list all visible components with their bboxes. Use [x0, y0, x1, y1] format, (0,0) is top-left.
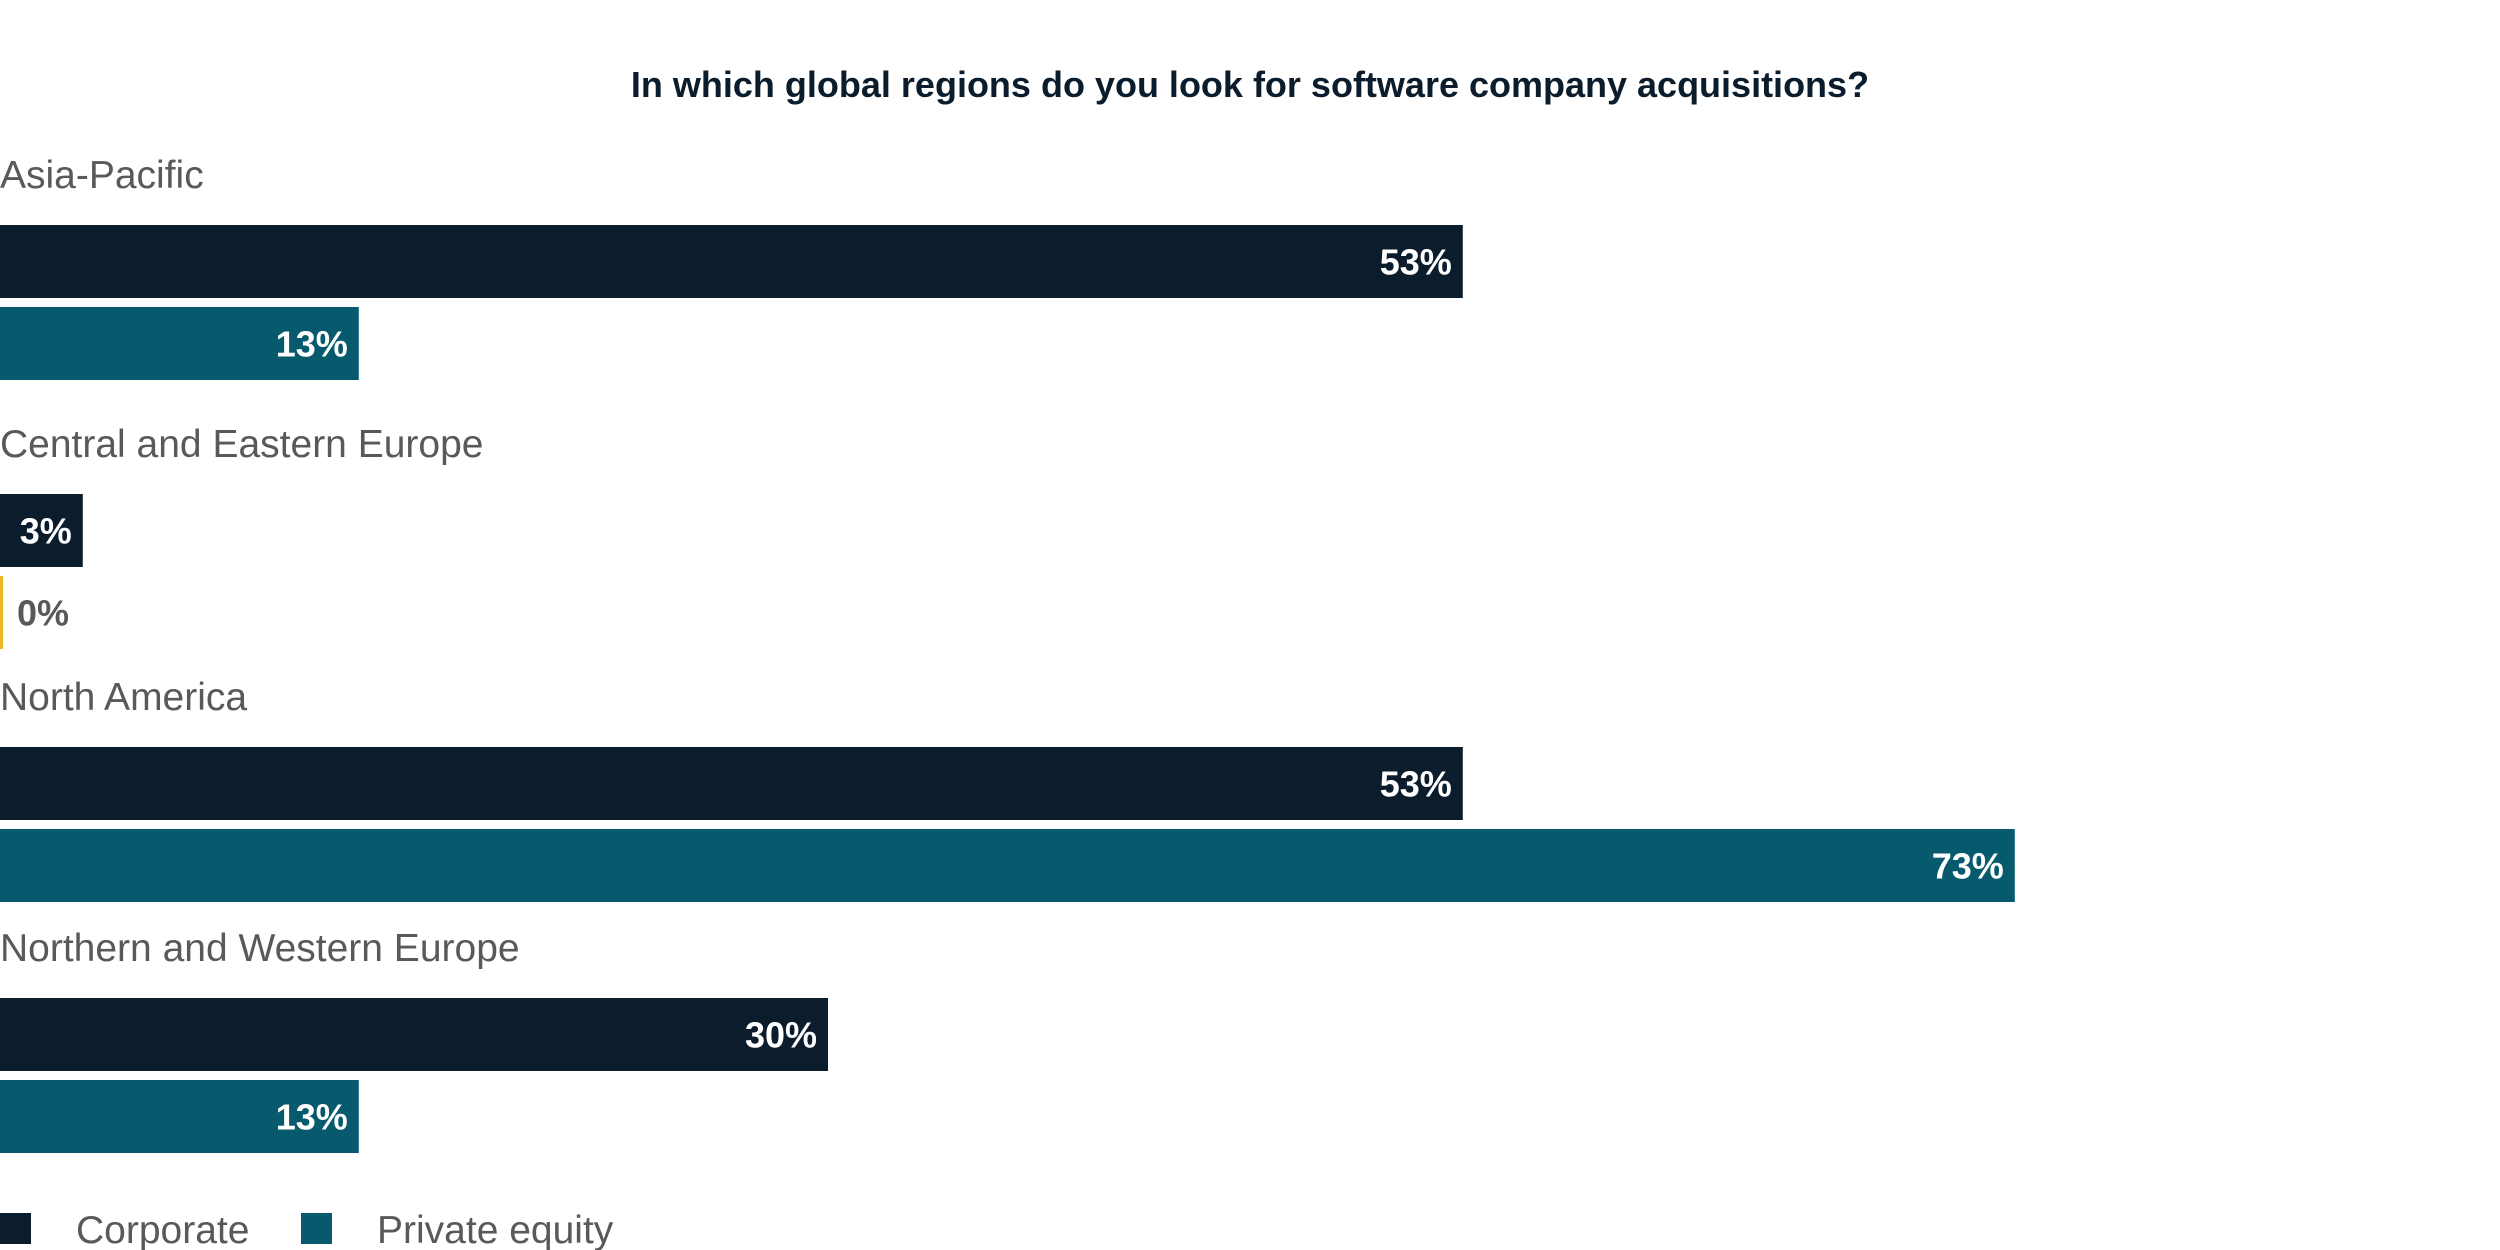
bar-private-equity-asia-pacific: [0, 307, 359, 380]
legend-swatch-corporate: [0, 1213, 31, 1244]
bar-corporate-central-and-eastern-europe: [0, 494, 83, 567]
legend-label-private-equity: Private equity: [377, 1209, 614, 1250]
value-label-corporate-central-and-eastern-europe: 3%: [20, 511, 72, 552]
value-label-private-equity-north-america: 73%: [1932, 846, 2004, 887]
legend-label-corporate: Corporate: [76, 1209, 249, 1250]
value-label-corporate-asia-pacific: 53%: [1380, 242, 1452, 283]
category-label-northern-and-western-europe: Northern and Western Europe: [0, 927, 520, 970]
bar-corporate-northern-and-western-europe: [0, 998, 828, 1071]
plot-area: Asia-Pacific 53% 13% Central and Eastern Eu…: [0, 154, 2015, 1153]
value-label-private-equity-northern-and-western-europe: 13%: [276, 1097, 348, 1138]
legend-swatch-private-equity: [301, 1213, 332, 1244]
value-label-private-equity-central-and-eastern-europe: 0%: [17, 593, 69, 634]
category-label-asia-pacific: Asia-Pacific: [0, 154, 204, 197]
value-label-corporate-northern-and-western-europe: 30%: [745, 1015, 817, 1056]
category-label-north-america: North America: [0, 676, 247, 719]
value-label-private-equity-asia-pacific: 13%: [276, 324, 348, 365]
category-label-central-and-eastern-europe: Central and Eastern Europe: [0, 423, 483, 466]
bar-private-equity-central-and-eastern-europe: [0, 576, 3, 649]
bar-private-equity-north-america: [0, 829, 2015, 902]
bar-corporate-north-america: [0, 747, 1463, 820]
chart-title: In which global regions do you look for …: [631, 64, 1869, 105]
bar-private-equity-northern-and-western-europe: [0, 1080, 359, 1153]
bar-corporate-asia-pacific: [0, 225, 1463, 298]
value-label-corporate-north-america: 53%: [1380, 764, 1452, 805]
legend: Corporate Private equity: [0, 1209, 614, 1250]
